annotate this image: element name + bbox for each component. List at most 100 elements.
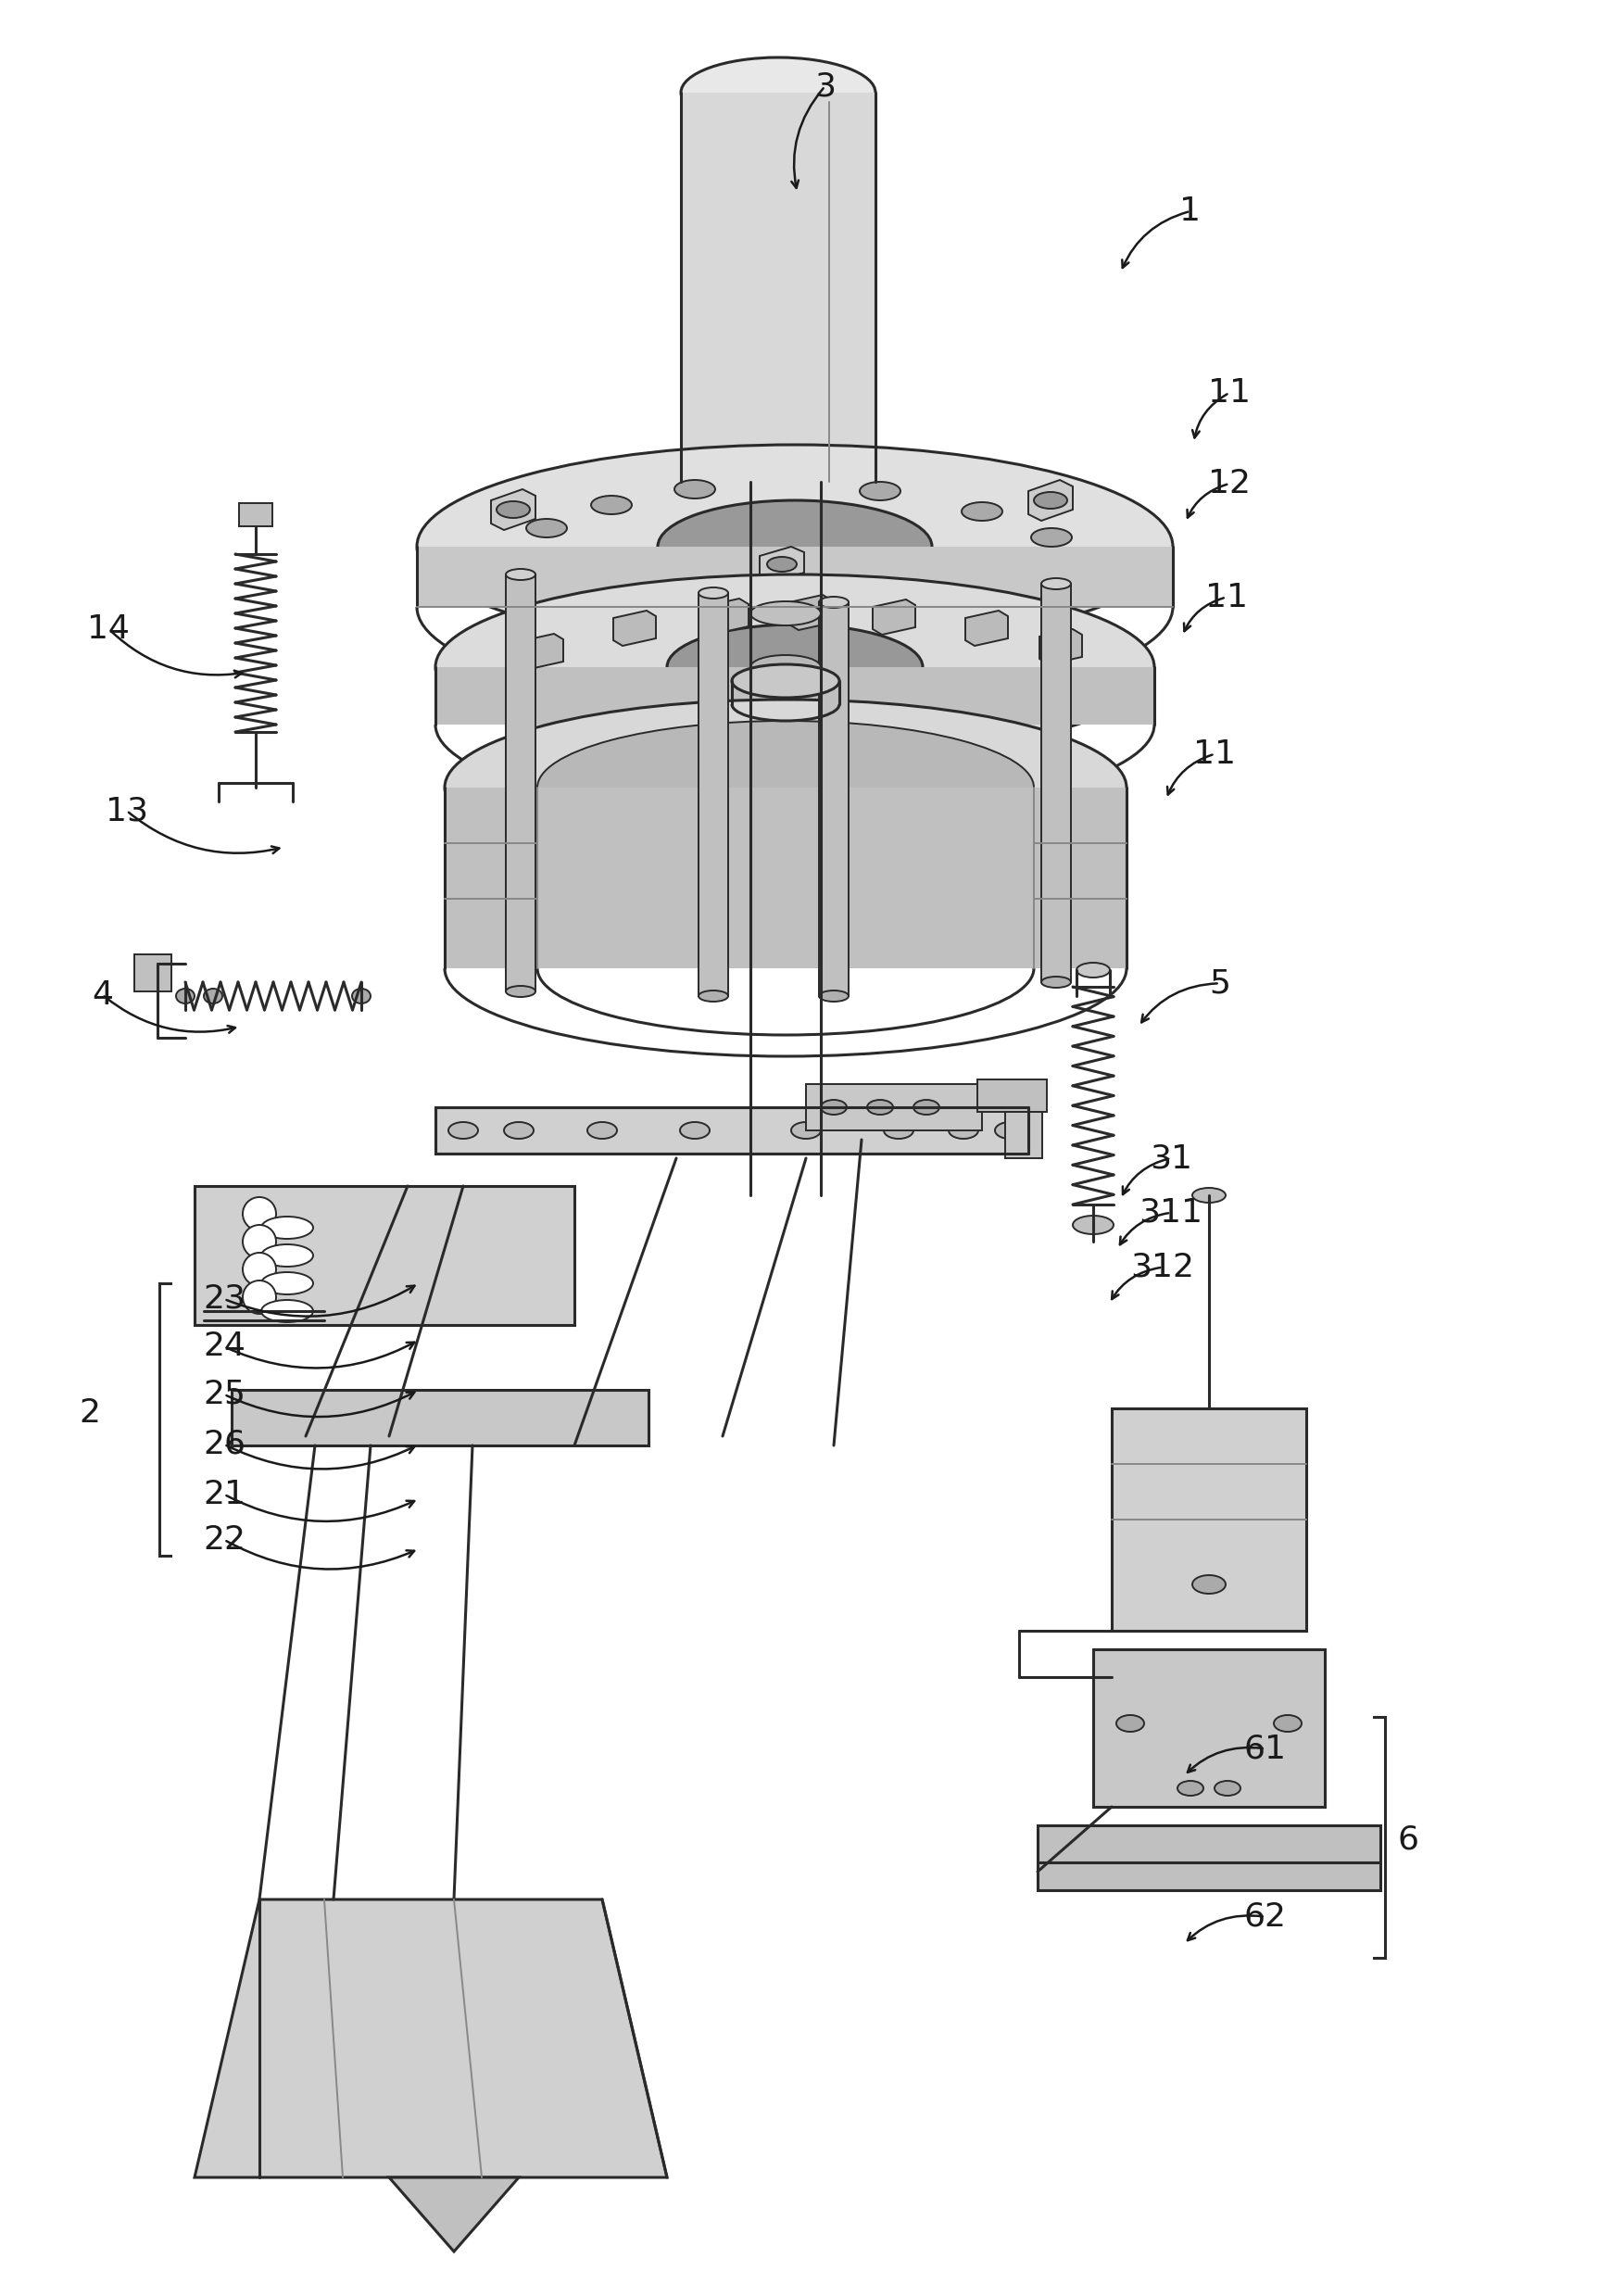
FancyArrowPatch shape [128, 813, 279, 854]
Ellipse shape [538, 720, 1034, 854]
Ellipse shape [750, 602, 820, 625]
Text: 3: 3 [814, 70, 836, 102]
Ellipse shape [591, 495, 632, 513]
FancyArrowPatch shape [1187, 1914, 1262, 1939]
Ellipse shape [526, 518, 567, 538]
Text: 311: 311 [1138, 1197, 1203, 1229]
Text: 5: 5 [1208, 967, 1231, 999]
FancyArrowPatch shape [226, 1285, 414, 1317]
Polygon shape [195, 1899, 667, 2178]
Polygon shape [789, 595, 831, 629]
Polygon shape [614, 611, 656, 645]
FancyArrowPatch shape [104, 997, 235, 1033]
Ellipse shape [242, 1281, 276, 1315]
Ellipse shape [698, 588, 728, 600]
Text: 11: 11 [1194, 738, 1236, 770]
Ellipse shape [1077, 963, 1109, 977]
Polygon shape [872, 600, 916, 634]
Polygon shape [1028, 479, 1073, 520]
Text: 1: 1 [1179, 195, 1202, 227]
Ellipse shape [242, 1224, 276, 1258]
Text: 25: 25 [203, 1378, 245, 1410]
Text: 12: 12 [1208, 468, 1250, 500]
Ellipse shape [732, 665, 840, 697]
Text: 2: 2 [78, 1397, 101, 1428]
Text: 62: 62 [1244, 1901, 1286, 1933]
Polygon shape [195, 1185, 575, 1324]
Ellipse shape [261, 1299, 313, 1322]
Bar [135, 954, 172, 992]
Text: 22: 22 [203, 1524, 245, 1556]
Ellipse shape [503, 1122, 534, 1138]
Ellipse shape [588, 1122, 617, 1138]
FancyArrowPatch shape [1122, 211, 1187, 268]
Bar [806, 1083, 983, 1131]
Ellipse shape [1116, 1715, 1145, 1733]
Bar [1005, 1113, 1043, 1158]
Text: 312: 312 [1130, 1251, 1195, 1283]
Ellipse shape [1031, 529, 1072, 547]
Ellipse shape [680, 447, 875, 518]
Text: 6: 6 [1397, 1824, 1419, 1855]
Ellipse shape [818, 597, 849, 609]
Ellipse shape [1041, 977, 1070, 988]
Ellipse shape [1215, 1780, 1241, 1796]
Ellipse shape [261, 1217, 313, 1238]
Text: 31: 31 [1150, 1142, 1192, 1174]
Polygon shape [706, 600, 749, 634]
Ellipse shape [505, 570, 536, 579]
Polygon shape [490, 488, 536, 529]
FancyArrowPatch shape [1187, 1746, 1262, 1771]
Bar [1038, 1826, 1380, 1889]
Text: 61: 61 [1244, 1733, 1286, 1765]
Ellipse shape [698, 990, 728, 1002]
Polygon shape [965, 611, 1009, 645]
Polygon shape [1039, 629, 1082, 665]
Text: 23: 23 [203, 1283, 245, 1315]
Ellipse shape [667, 625, 922, 711]
Polygon shape [239, 504, 273, 527]
Polygon shape [435, 668, 1155, 724]
FancyArrowPatch shape [226, 1542, 414, 1569]
FancyArrowPatch shape [1184, 597, 1223, 631]
FancyArrowPatch shape [1192, 395, 1228, 438]
Ellipse shape [658, 500, 932, 593]
Polygon shape [417, 547, 1173, 606]
Ellipse shape [242, 1254, 276, 1285]
Ellipse shape [1192, 1576, 1226, 1594]
FancyArrowPatch shape [791, 89, 823, 188]
Text: 11: 11 [1208, 377, 1250, 409]
Text: 21: 21 [203, 1478, 245, 1510]
Polygon shape [698, 593, 728, 997]
Polygon shape [1041, 584, 1070, 981]
Ellipse shape [261, 1272, 313, 1294]
Ellipse shape [859, 481, 900, 500]
Bar [1093, 1649, 1325, 1808]
FancyArrowPatch shape [1142, 983, 1216, 1022]
Text: 13: 13 [106, 795, 148, 827]
Ellipse shape [680, 1122, 710, 1138]
Ellipse shape [497, 502, 529, 518]
Ellipse shape [445, 699, 1127, 877]
Ellipse shape [674, 479, 715, 500]
Ellipse shape [948, 1122, 978, 1138]
Bar [978, 1079, 1047, 1113]
Bar [232, 1390, 648, 1444]
Polygon shape [505, 575, 536, 992]
Ellipse shape [680, 57, 875, 127]
Bar [435, 1108, 1028, 1154]
Ellipse shape [867, 1099, 893, 1115]
Ellipse shape [417, 445, 1173, 650]
Ellipse shape [961, 502, 1002, 520]
Ellipse shape [1177, 1780, 1203, 1796]
Text: 24: 24 [203, 1331, 245, 1363]
Ellipse shape [261, 1245, 313, 1267]
Ellipse shape [913, 1099, 939, 1115]
FancyArrowPatch shape [1187, 484, 1226, 518]
Polygon shape [445, 788, 1127, 967]
Ellipse shape [352, 988, 370, 1004]
Ellipse shape [1073, 1215, 1114, 1233]
Text: 11: 11 [1205, 581, 1247, 613]
Text: 14: 14 [88, 613, 130, 645]
Text: 26: 26 [203, 1428, 245, 1460]
